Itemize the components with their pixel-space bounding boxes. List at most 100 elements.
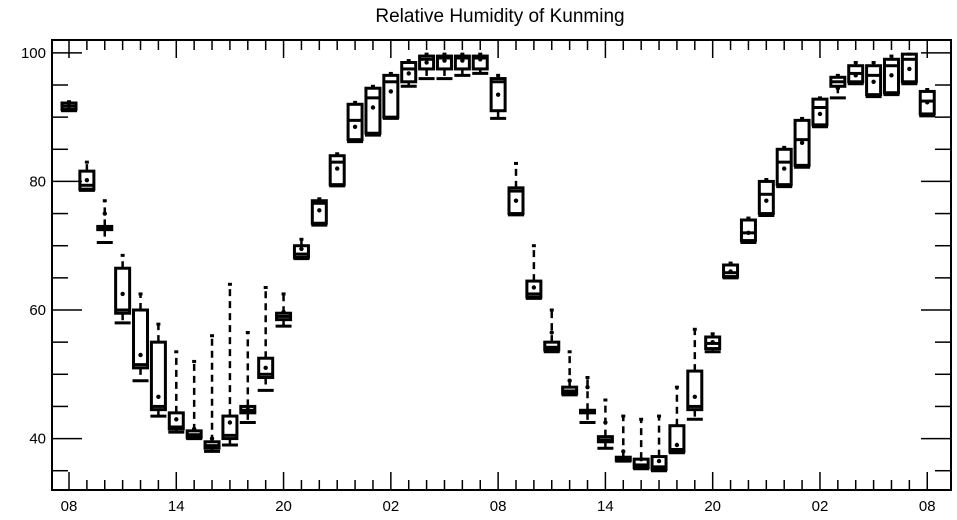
iqr-box — [865, 64, 883, 97]
mean-marker — [281, 309, 286, 315]
mean-marker — [853, 73, 858, 78]
iqr-box — [489, 77, 507, 113]
iqr-box — [918, 89, 936, 116]
box-item — [918, 88, 936, 118]
box-item — [650, 414, 668, 473]
iqr-box — [435, 54, 453, 71]
iqr-box — [507, 186, 525, 216]
mean-marker — [424, 60, 429, 65]
mean-marker — [245, 407, 250, 412]
box-item — [704, 332, 722, 354]
mean-marker — [191, 426, 197, 432]
mean-marker — [442, 58, 447, 63]
x-tick-label: 08 — [919, 498, 936, 515]
mean-marker — [817, 111, 823, 117]
box-item — [525, 244, 543, 300]
box-item — [561, 350, 579, 397]
mean-marker — [102, 211, 107, 216]
iqr-box — [400, 61, 418, 84]
box-item — [221, 282, 239, 447]
mean-marker — [692, 394, 697, 399]
x-tick-label: 20 — [704, 498, 721, 515]
x-tick-label: 08 — [61, 498, 78, 515]
mean-marker — [478, 57, 483, 62]
box-item — [811, 96, 829, 129]
box-item — [400, 59, 418, 88]
iqr-box — [900, 52, 918, 84]
iqr-box — [650, 455, 668, 471]
mean-marker — [84, 177, 90, 183]
x-tick-label: 08 — [490, 498, 507, 515]
mean-marker — [495, 92, 501, 97]
x-tick-label: 02 — [382, 498, 399, 515]
box-item — [382, 71, 400, 120]
x-tick-label: 14 — [597, 498, 614, 515]
y-tick-label: 40 — [29, 431, 46, 448]
box-item — [579, 376, 597, 424]
mean-marker — [656, 458, 662, 464]
mean-marker — [156, 394, 161, 399]
iqr-box — [775, 147, 793, 187]
plot-frame — [51, 39, 952, 491]
mean-marker — [746, 230, 751, 236]
iqr-box — [722, 263, 740, 279]
mean-marker — [764, 198, 769, 203]
iqr-box — [471, 54, 489, 71]
box-item — [686, 327, 704, 421]
mean-marker — [549, 330, 554, 335]
iqr-box — [686, 369, 704, 412]
y-tick-label: 100 — [21, 45, 46, 62]
box-item — [275, 292, 293, 328]
mean-marker — [460, 58, 465, 63]
box-item — [793, 116, 811, 169]
mean-marker — [907, 66, 912, 72]
box-item — [757, 178, 775, 217]
mean-marker — [925, 100, 930, 105]
box-item — [185, 359, 203, 441]
y-tick-label: 60 — [29, 302, 46, 319]
iqr-box — [292, 244, 310, 259]
iqr-box — [668, 424, 686, 453]
box-item — [418, 52, 436, 81]
mean-marker — [335, 166, 340, 171]
box-item — [668, 385, 686, 455]
box-item — [328, 152, 346, 188]
mean-marker — [799, 140, 805, 146]
y-tick-label: 80 — [29, 173, 46, 190]
mean-marker — [638, 456, 644, 462]
box-item — [900, 52, 918, 86]
box-item — [829, 73, 847, 100]
iqr-box — [453, 54, 471, 71]
box-item — [739, 216, 757, 244]
box-item — [310, 197, 328, 227]
iqr-box — [346, 102, 364, 142]
mean-marker — [674, 442, 680, 448]
box-item — [364, 84, 382, 137]
box-item — [292, 237, 310, 261]
box-item — [60, 100, 78, 113]
iqr-box — [793, 118, 811, 167]
iqr-box — [149, 340, 167, 412]
iqr-box — [132, 308, 150, 370]
box-item — [435, 52, 453, 81]
iqr-box — [328, 154, 346, 187]
box-item — [96, 199, 114, 244]
iqr-box — [167, 411, 185, 431]
box-item — [614, 414, 632, 463]
plot-area: 40 60 80 100 08 14 20 02 08 14 20 02 08 — [21, 39, 952, 515]
box-item — [543, 308, 561, 354]
x-tick-label: 20 — [275, 498, 292, 515]
mean-marker — [263, 365, 268, 371]
box-item — [632, 417, 650, 471]
box-item — [203, 334, 221, 453]
box-item — [149, 322, 167, 418]
mean-marker — [209, 436, 215, 441]
box-item — [865, 61, 883, 99]
mean-marker — [120, 291, 125, 297]
box-series — [60, 52, 936, 473]
mean-marker — [406, 71, 411, 76]
iqr-box — [114, 266, 132, 315]
iqr-box — [310, 199, 328, 225]
box-item — [257, 286, 275, 392]
